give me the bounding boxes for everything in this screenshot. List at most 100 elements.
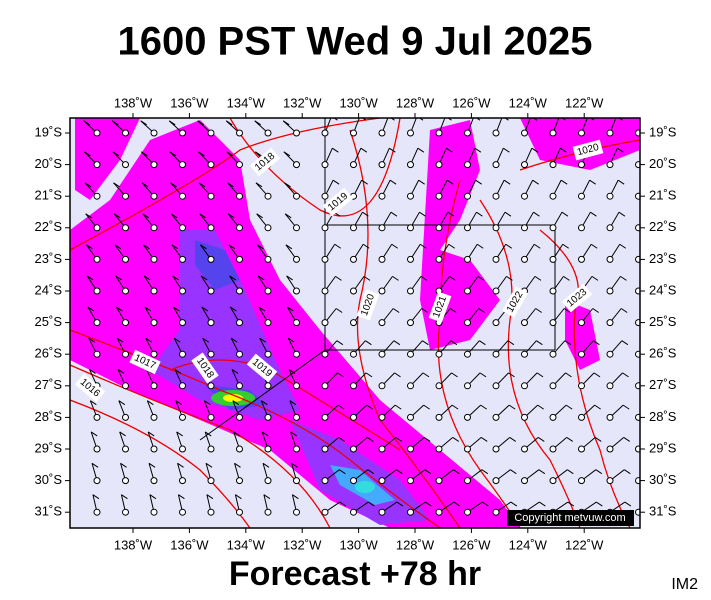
barb-station [264, 192, 272, 200]
barb-flag [169, 151, 177, 157]
barb-flag [118, 400, 126, 406]
barb-station [207, 129, 215, 137]
barb-station [93, 161, 101, 169]
barb-flag [334, 243, 342, 249]
barb-flag [141, 151, 148, 157]
barb-station [635, 445, 640, 453]
barb-flag [198, 151, 205, 157]
barb-flag [91, 462, 99, 468]
barb-station [464, 508, 471, 516]
barb-station [492, 192, 500, 200]
barb-flag [504, 211, 512, 217]
barb-station [350, 319, 357, 327]
barb-flag [532, 179, 539, 185]
latitude-label: 26˚S [35, 346, 63, 361]
barb-flag [339, 469, 346, 475]
copyright: Copyright metvuw.com [514, 512, 625, 524]
barb-station [635, 287, 640, 295]
barb-station [264, 350, 272, 358]
barb-station [521, 224, 528, 232]
barb-station [606, 350, 614, 358]
barb-flag [113, 182, 120, 188]
longitude-label: 132˚W [283, 537, 322, 552]
barb-station [122, 129, 129, 137]
barb-station [521, 350, 528, 358]
barb-station [179, 477, 186, 485]
barb-flag [332, 179, 340, 185]
barb-flag [286, 275, 293, 281]
barb-station [179, 224, 186, 232]
latitude-label: 31˚S [649, 504, 677, 519]
barb-flag [92, 494, 100, 500]
barb-flag [233, 431, 240, 437]
barb-flag [417, 147, 425, 153]
barb-station [378, 413, 386, 421]
barb-flag [84, 182, 92, 188]
barb-station [321, 382, 329, 390]
barb-station [521, 255, 528, 263]
barb-flag [423, 436, 431, 442]
barb-flag [121, 494, 128, 500]
barb-station [264, 129, 272, 137]
isobar-label-box [356, 289, 380, 321]
barb-station [293, 350, 300, 358]
barb-station [378, 350, 386, 358]
barb-flag [560, 147, 567, 153]
barb-flag [335, 275, 342, 281]
longitude-label: 124˚W [509, 95, 548, 110]
barb-station [407, 477, 414, 485]
barb-station [93, 508, 101, 516]
barb-station [321, 508, 329, 516]
barb-flag [392, 308, 400, 313]
precip-core [355, 481, 375, 493]
barb-flag [143, 244, 150, 250]
barb-flag [505, 243, 513, 249]
barb-station [606, 161, 614, 169]
barb-station [293, 224, 300, 232]
barb-flag [174, 369, 182, 374]
barb-flag [481, 469, 489, 475]
barb-station [93, 255, 101, 263]
barb-flag [503, 179, 511, 185]
barb-station [464, 224, 471, 232]
longitude-label: 134˚W [227, 95, 266, 110]
barb-station [407, 161, 414, 169]
barb-flag [85, 213, 92, 219]
barb-flag [90, 431, 98, 437]
barb-flag [231, 369, 239, 374]
barb-flag [476, 211, 483, 217]
latitude-label: 27˚S [649, 377, 677, 392]
barb-station [122, 319, 129, 327]
barb-station [207, 508, 215, 516]
barb-station [122, 477, 129, 485]
barb-station [464, 413, 471, 421]
longitude-label: 124˚W [509, 537, 548, 552]
barb-flag [396, 501, 404, 507]
barb-flag [423, 404, 430, 410]
barb-station [492, 477, 500, 485]
barb-flag [447, 211, 455, 217]
latitude-label: 27˚S [35, 377, 63, 392]
wind-barbs [83, 118, 640, 516]
barb-station [207, 224, 215, 232]
barb-station [635, 161, 640, 169]
barb-flag [595, 469, 603, 475]
barb-flag [620, 275, 627, 281]
barb-flag [171, 244, 179, 250]
barb-station [378, 255, 386, 263]
barb-station [578, 192, 585, 200]
barb-flag [479, 372, 487, 378]
barb-flag [567, 469, 574, 475]
barb-station [207, 350, 215, 358]
barb-station [236, 477, 243, 485]
barb-flag [536, 372, 544, 378]
barb-station [321, 161, 329, 169]
barb-station [150, 413, 158, 421]
barb-flag [339, 501, 347, 507]
barb-station [378, 161, 386, 169]
barb-station [350, 413, 357, 421]
barb-station [207, 445, 215, 453]
barb-station [122, 413, 129, 421]
barb-station [464, 129, 471, 137]
